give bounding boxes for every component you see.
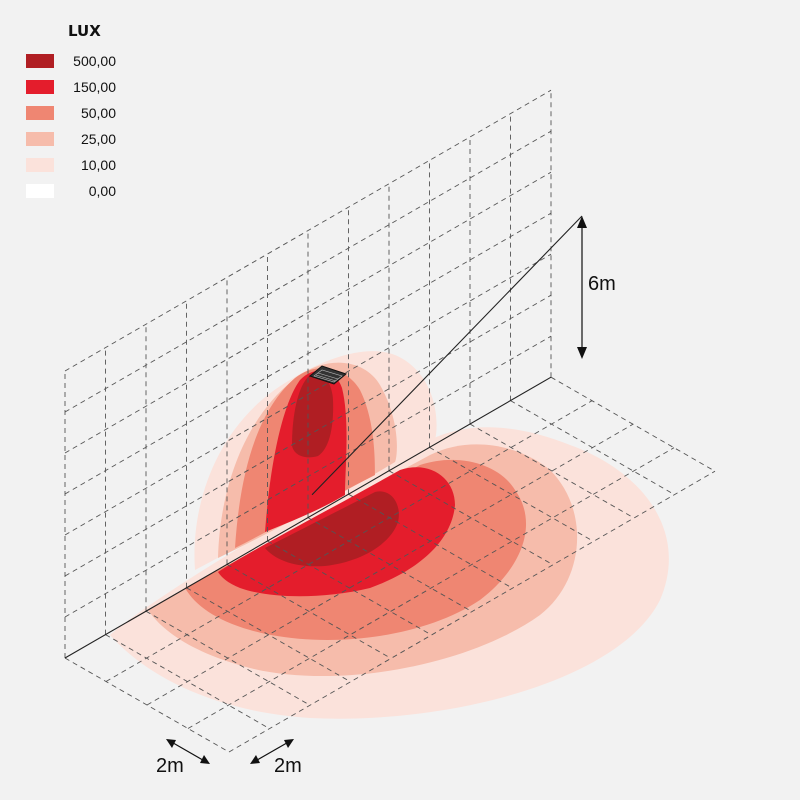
wall-base-line [64,376,552,659]
wall-grid-line [64,253,552,536]
legend-swatch [26,184,54,198]
legend-item: 150,00 [26,74,116,100]
spacing-dimension-a [166,739,210,764]
legend-item: 10,00 [26,152,116,178]
legend-swatch [26,132,54,146]
legend: LUX 500,00 150,00 50,00 25,00 10,00 0,00 [26,20,116,204]
legend-item: 500,00 [26,48,116,74]
legend-label: 0,00 [88,183,116,199]
legend-label: 500,00 [73,53,116,69]
wall-grid-line [64,294,552,577]
floor-grid-line [469,423,635,519]
height-label: 6m [588,273,616,295]
mounting-height-line [311,215,583,496]
legend-label: 150,00 [73,79,116,95]
luminaire-fixture [308,365,348,385]
legend-item: 50,00 [26,100,116,126]
floor-grid-line [228,470,716,753]
wall-grid-line [64,335,552,618]
wall-grid-line [64,130,552,413]
height-dimension [577,216,587,359]
floor-grid-line [186,587,351,683]
wall-grid-line [64,212,552,495]
spacing-label-b: 2m [274,755,302,777]
zone-500-lux-floor [265,491,399,567]
legend-swatch [26,80,54,94]
legend-swatch [26,158,54,172]
legend-title: LUX [68,22,101,40]
wall-grid-line [64,89,552,372]
wall-illuminance-zones [194,351,437,570]
zone-500-lux-wall [292,372,334,458]
grid [64,89,716,753]
floor-grid-line [388,470,554,566]
spacing-label-a: 2m [156,755,184,777]
floor-grid-line [105,400,593,682]
legend-label: 25,00 [80,131,116,147]
spacing-dimension-b [250,739,294,764]
legend-item: 25,00 [26,126,116,152]
wall-grid-line [64,171,552,454]
floor-grid-line [146,423,634,706]
floor-grid-line [429,447,594,542]
legend-label: 50,00 [80,105,116,121]
legend-swatch [26,54,54,68]
legend-label: 10,00 [80,157,116,173]
legend-swatch [26,106,54,120]
floor-grid-line [267,540,432,636]
floor-grid-line [226,564,392,659]
floor-grid-line [187,447,675,729]
legend-item: 0,00 [26,178,116,204]
